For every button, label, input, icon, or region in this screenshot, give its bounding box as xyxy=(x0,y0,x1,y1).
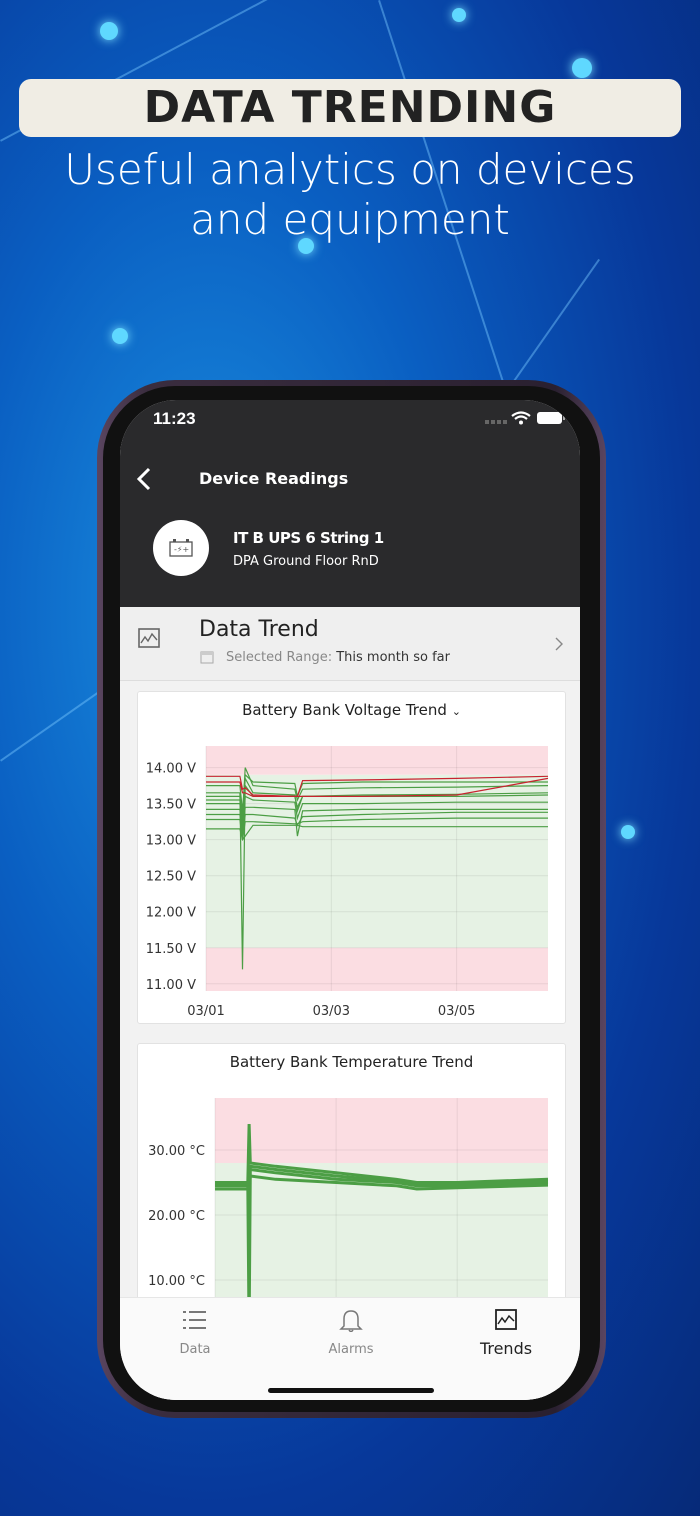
bell-icon xyxy=(339,1310,363,1333)
x-tick-label: 03/01 xyxy=(187,1004,224,1019)
background-dot xyxy=(572,58,592,78)
nav-alarms[interactable]: Alarms xyxy=(291,1308,411,1357)
background-dot xyxy=(621,825,635,839)
background-dot xyxy=(112,328,128,344)
series-line xyxy=(215,1123,549,1184)
page-title: Device Readings xyxy=(199,469,349,488)
promo-headline: DATA TRENDING xyxy=(19,79,681,137)
nav-label: Trends xyxy=(479,1339,533,1358)
trend-icon xyxy=(138,628,160,648)
range-label: Selected Range: xyxy=(226,650,333,665)
bottom-nav: Data Alarms Trends xyxy=(120,1297,580,1400)
device-location: DPA Ground Floor RnD xyxy=(233,554,379,569)
nav-label: Alarms xyxy=(328,1342,374,1357)
y-tick-label: 10.00 °C xyxy=(148,1274,205,1289)
chevron-down-icon: ⌄ xyxy=(451,705,461,718)
series-line xyxy=(206,817,548,840)
series-line xyxy=(206,767,549,819)
threshold-band xyxy=(206,746,548,775)
y-tick-label: 11.00 V xyxy=(146,978,196,993)
y-tick-label: 13.50 V xyxy=(146,798,196,813)
home-indicator xyxy=(268,1388,434,1393)
device-name: IT B UPS 6 String 1 xyxy=(233,529,384,547)
voltage-chart-card: Battery Bank Voltage Trend ⌄ 11.00 V 11.5… xyxy=(137,691,566,1024)
x-tick-label: 03/03 xyxy=(313,1004,350,1019)
series-line xyxy=(215,1164,549,1186)
y-tick-label: 12.00 V xyxy=(146,906,196,921)
status-time: 11:23 xyxy=(153,409,196,428)
phone-frame: 11:23 Device Readings -⚡+ IT B UPS 6 Str… xyxy=(97,380,606,1418)
app-screen: 11:23 Device Readings -⚡+ IT B UPS 6 Str… xyxy=(120,400,580,1400)
promo-subtitle-line: and equipment xyxy=(190,195,510,244)
device-avatar: -⚡+ xyxy=(153,520,209,576)
selected-range: Selected Range: This month so far xyxy=(226,650,450,665)
signal-icon xyxy=(485,420,507,424)
chart-title-dropdown[interactable]: Battery Bank Voltage Trend ⌄ xyxy=(138,701,565,719)
chart-title: Battery Bank Temperature Trend xyxy=(229,1053,474,1071)
chart-title: Battery Bank Voltage Trend xyxy=(242,701,447,719)
y-tick-label: 11.50 V xyxy=(146,942,196,957)
wifi-icon xyxy=(511,411,531,420)
y-tick-label: 30.00 °C xyxy=(148,1144,205,1159)
background-dot xyxy=(298,238,314,254)
threshold-band xyxy=(215,1098,548,1163)
y-tick-label: 20.00 °C xyxy=(148,1209,205,1224)
threshold-band xyxy=(206,947,548,991)
voltage-chart: 11.00 V 11.50 V 12.00 V 12.50 V 13.00 V 13.50… xyxy=(146,746,549,1019)
background-dot xyxy=(452,8,466,22)
svg-text:-⚡+: -⚡+ xyxy=(174,545,189,554)
background-dot xyxy=(100,22,118,40)
series-line xyxy=(215,1167,549,1333)
back-button[interactable] xyxy=(136,466,152,499)
chevron-right-icon xyxy=(555,637,563,651)
nav-trends[interactable]: Trends xyxy=(446,1308,566,1358)
series-line xyxy=(206,773,548,811)
nav-data[interactable]: Data xyxy=(135,1308,255,1357)
y-tick-label: 13.00 V xyxy=(146,834,196,849)
list-icon xyxy=(183,1311,206,1329)
promo-subtitle-line: Useful analytics on devices xyxy=(64,145,636,194)
battery-status-icon xyxy=(537,412,562,424)
y-tick-label: 14.00 V xyxy=(146,762,196,777)
series-line xyxy=(206,824,548,842)
header: 11:23 Device Readings -⚡+ IT B UPS 6 Str… xyxy=(120,400,580,607)
x-tick-label: 03/05 xyxy=(438,1004,475,1019)
trend-icon xyxy=(495,1309,517,1330)
nav-label: Data xyxy=(179,1342,211,1357)
promo-subtitle: Useful analytics on devices and equipmen… xyxy=(0,145,700,245)
calendar-icon xyxy=(200,651,214,664)
series-line xyxy=(206,777,549,797)
range-value: This month so far xyxy=(336,650,450,665)
data-trend-title: Data Trend xyxy=(199,617,319,642)
battery-icon: -⚡+ xyxy=(169,539,193,557)
data-trend-row[interactable]: Data Trend Selected Range: This month so… xyxy=(120,607,580,681)
series-line xyxy=(215,1174,549,1191)
y-tick-label: 12.50 V xyxy=(146,870,196,885)
status-icons xyxy=(485,411,565,425)
